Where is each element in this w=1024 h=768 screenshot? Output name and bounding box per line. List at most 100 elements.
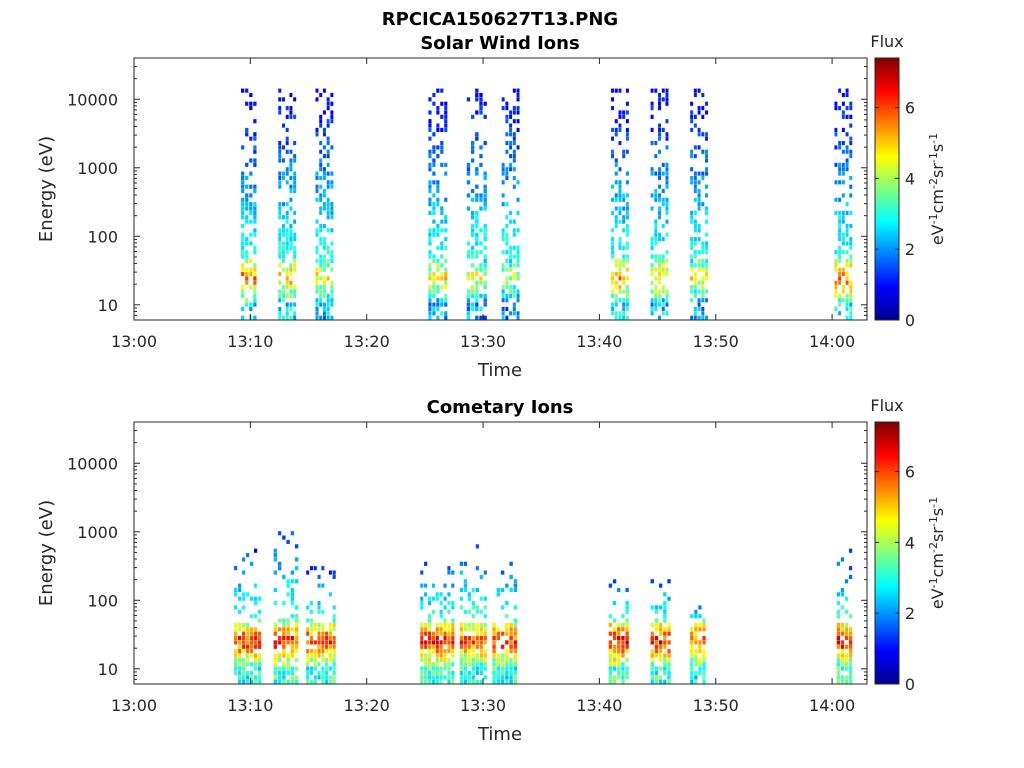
heatmap-cell bbox=[658, 132, 662, 137]
heatmap-cell bbox=[444, 245, 448, 250]
x-tick-label: 13:20 bbox=[344, 696, 390, 715]
heatmap-cell bbox=[241, 145, 245, 150]
heatmap-cell bbox=[701, 106, 705, 111]
heatmap-cell bbox=[697, 127, 701, 133]
heatmap-cell bbox=[319, 276, 323, 281]
heatmap-cell bbox=[836, 675, 841, 680]
heatmap-cell bbox=[690, 298, 694, 303]
heatmap-cell bbox=[467, 635, 471, 641]
heatmap-cell bbox=[253, 215, 257, 220]
heatmap-cell bbox=[500, 587, 505, 593]
heatmap-cell bbox=[293, 171, 297, 176]
heatmap-cell bbox=[475, 271, 479, 277]
heatmap-cell bbox=[483, 237, 487, 242]
heatmap-cell bbox=[836, 679, 841, 684]
heatmap-cell bbox=[658, 583, 663, 588]
heatmap-cell bbox=[512, 167, 516, 172]
heatmap-cell bbox=[254, 657, 258, 662]
heatmap-cell bbox=[501, 202, 505, 207]
heatmap-cell bbox=[496, 670, 501, 676]
heatmap-cell bbox=[444, 280, 448, 285]
heatmap-cell bbox=[250, 670, 254, 676]
heatmap-cell bbox=[253, 158, 257, 163]
heatmap-cell bbox=[332, 675, 336, 680]
heatmap-cell bbox=[322, 145, 326, 150]
heatmap-cell bbox=[282, 649, 286, 654]
heatmap-cell bbox=[836, 670, 841, 676]
heatmap-cell bbox=[278, 106, 282, 111]
heatmap-cell bbox=[608, 679, 613, 684]
heatmap-cell bbox=[849, 289, 853, 294]
heatmap-cell bbox=[319, 298, 323, 303]
heatmap-cell bbox=[317, 627, 321, 632]
heatmap-cell bbox=[325, 662, 329, 667]
heatmap-cell bbox=[330, 267, 334, 272]
heatmap-cell bbox=[467, 649, 471, 654]
heatmap-cell bbox=[238, 635, 242, 641]
heatmap-cell bbox=[286, 622, 290, 628]
heatmap-cell bbox=[321, 640, 325, 645]
heatmap-cell bbox=[845, 271, 849, 277]
heatmap-cell bbox=[467, 670, 471, 676]
heatmap-cell bbox=[427, 644, 432, 649]
heatmap-cell bbox=[273, 670, 278, 676]
heatmap-cell bbox=[332, 644, 336, 649]
heatmap-cell bbox=[466, 193, 471, 198]
heatmap-cell bbox=[282, 228, 285, 233]
heatmap-cell bbox=[625, 644, 629, 649]
heatmap-cell bbox=[841, 250, 845, 255]
heatmap-cell bbox=[840, 657, 845, 662]
heatmap-cell bbox=[451, 635, 455, 641]
heatmap-cell bbox=[661, 189, 665, 194]
heatmap-cell bbox=[848, 666, 853, 671]
heatmap-cell bbox=[840, 649, 845, 654]
heatmap-cell bbox=[617, 657, 621, 662]
heatmap-cell bbox=[443, 631, 447, 636]
heatmap-cell bbox=[654, 298, 658, 303]
heatmap-cell bbox=[277, 561, 282, 566]
heatmap-cell bbox=[249, 241, 253, 246]
heatmap-cell bbox=[273, 622, 278, 628]
heatmap-cell bbox=[836, 640, 841, 645]
heatmap-cell bbox=[253, 315, 257, 320]
heatmap-cell bbox=[690, 149, 694, 154]
heatmap-cell bbox=[479, 206, 483, 211]
heatmap-cell bbox=[483, 228, 487, 233]
heatmap-cell bbox=[451, 662, 455, 667]
heatmap-cell bbox=[241, 271, 245, 277]
heatmap-cell bbox=[849, 245, 853, 250]
heatmap-cell bbox=[309, 601, 314, 606]
heatmap-cell bbox=[665, 232, 669, 237]
heatmap-cell bbox=[840, 631, 845, 636]
heatmap-cell bbox=[317, 675, 321, 680]
heatmap-cell bbox=[841, 298, 845, 303]
heatmap-cell bbox=[667, 627, 671, 632]
heatmap-cell bbox=[625, 306, 629, 312]
heatmap-cell bbox=[470, 232, 475, 237]
heatmap-cell bbox=[612, 657, 617, 662]
heatmap-cell bbox=[654, 293, 658, 298]
heatmap-cell bbox=[245, 162, 249, 167]
heatmap-cell bbox=[513, 649, 518, 654]
heatmap-cell bbox=[467, 679, 471, 684]
heatmap-cell bbox=[290, 579, 295, 584]
heatmap-cell bbox=[625, 587, 629, 593]
heatmap-cell bbox=[702, 662, 706, 667]
heatmap-cell bbox=[439, 657, 443, 662]
heatmap-cell bbox=[321, 644, 325, 649]
heatmap-cell bbox=[294, 579, 299, 584]
heatmap-cell bbox=[848, 614, 853, 619]
heatmap-cell bbox=[253, 189, 257, 194]
heatmap-cell bbox=[431, 609, 435, 614]
heatmap-cell bbox=[475, 293, 479, 298]
heatmap-cell bbox=[492, 649, 496, 654]
heatmap-cell bbox=[702, 675, 706, 680]
heatmap-cell bbox=[290, 627, 295, 632]
heatmap-cell bbox=[428, 180, 432, 185]
heatmap-cell bbox=[293, 219, 297, 224]
heatmap-cell bbox=[617, 631, 621, 636]
heatmap-cell bbox=[848, 644, 853, 649]
heatmap-cell bbox=[293, 250, 297, 255]
heatmap-cell bbox=[475, 609, 479, 614]
heatmap-cell bbox=[848, 649, 853, 654]
